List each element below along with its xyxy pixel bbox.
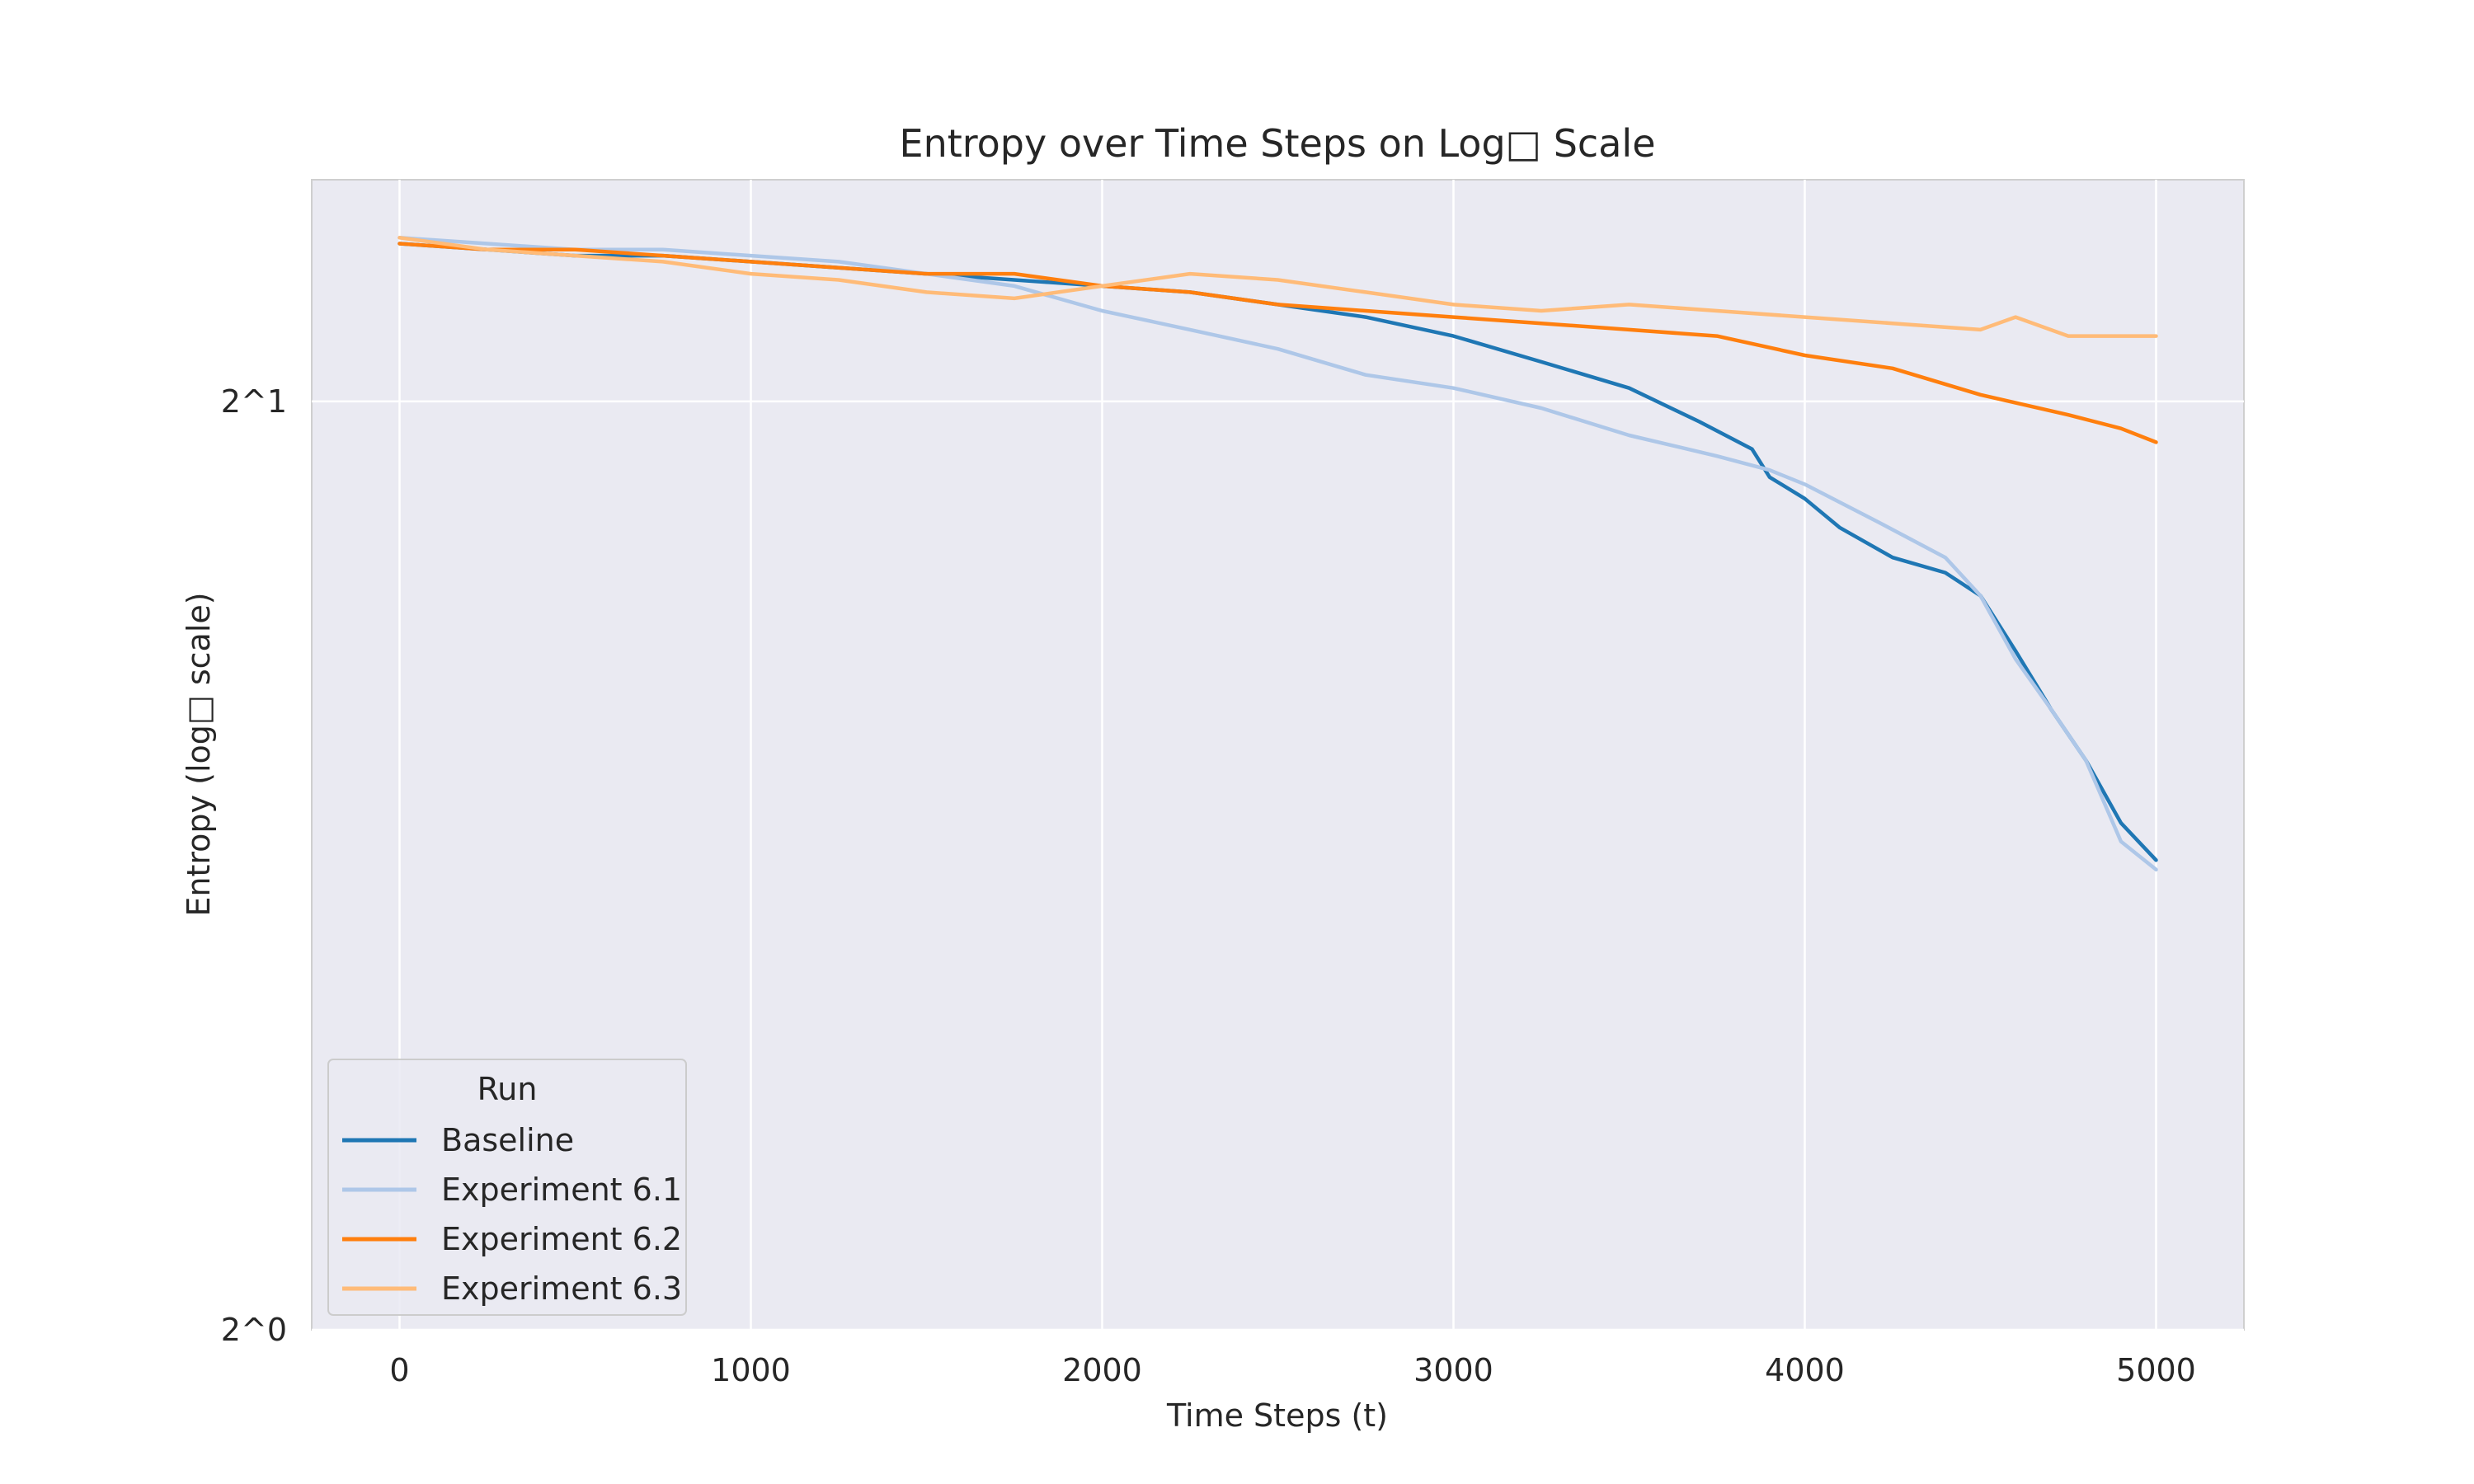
- series-line-experiment-6-1: [397, 236, 2158, 872]
- legend-entries: Baseline Experiment 6.1 Experiment 6.2 Expe…: [342, 1122, 682, 1307]
- y-tick-label: 2^0: [221, 1312, 287, 1348]
- x-axis-label: Time Steps (t): [1166, 1397, 1388, 1434]
- x-tick-labels: 0 1000 2000 3000 4000 5000: [389, 1352, 2195, 1388]
- y-tick-label: 2^1: [221, 383, 287, 420]
- x-tick-label: 2000: [1062, 1352, 1142, 1388]
- legend-label-experiment-6-2: Experiment 6.2: [441, 1221, 682, 1257]
- y-axis-label: Entropy (log□ scale): [181, 592, 217, 916]
- legend-title: Run: [477, 1071, 538, 1107]
- series-line-experiment-6-2: [397, 242, 2158, 444]
- series-line-experiment-6-3: [397, 236, 2158, 338]
- x-tick-label: 3000: [1413, 1352, 1493, 1388]
- x-tick-label: 5000: [2116, 1352, 2196, 1388]
- legend: Run Baseline Experiment 6.1 Experiment 6.2…: [327, 1059, 687, 1316]
- grid-lines: [312, 180, 2244, 1331]
- legend-label-baseline: Baseline: [441, 1122, 574, 1158]
- x-tick-label: 4000: [1765, 1352, 1845, 1388]
- x-tick-label: 1000: [711, 1352, 791, 1388]
- series-lines: [397, 236, 2158, 872]
- legend-label-experiment-6-1: Experiment 6.1: [441, 1172, 682, 1208]
- y-tick-labels: 2^0 2^1: [221, 383, 287, 1348]
- legend-box: [327, 1059, 687, 1316]
- chart-title: Entropy over Time Steps on Log□ Scale: [900, 121, 1656, 166]
- x-tick-label: 0: [389, 1352, 409, 1388]
- legend-label-experiment-6-3: Experiment 6.3: [441, 1270, 682, 1307]
